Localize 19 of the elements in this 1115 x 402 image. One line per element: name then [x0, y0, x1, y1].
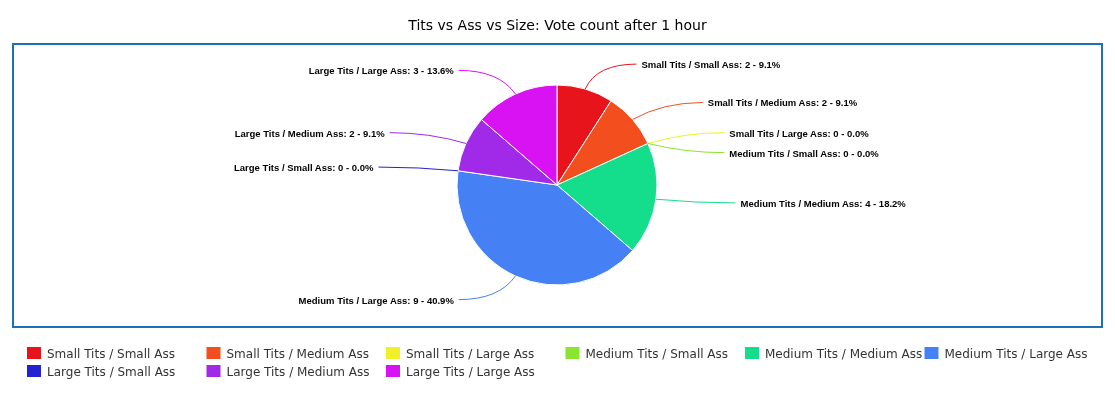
legend-label: Medium Tits / Small Ass — [585, 347, 729, 361]
legend-label: Medium Tits / Medium Ass — [765, 347, 923, 361]
text: Large Tits / Small Ass: 0 - 0.0% — [234, 162, 374, 174]
data-label: Large Tits / Large Ass: 3 - 13.6% — [308, 65, 455, 77]
legend-label: Small Tits / Small Ass — [47, 347, 175, 361]
legend-label: Medium Tits / Large Ass — [944, 347, 1088, 361]
legend-label: Small Tits / Large Ass — [406, 347, 535, 361]
legend-label: Large Tits / Large Ass — [406, 365, 535, 379]
text: Small Tits / Large Ass: 0 - 0.0% — [729, 127, 869, 139]
data-label: Small Tits / Small Ass: 2 - 9.1% — [641, 59, 781, 71]
chart-title: Tits vs Ass vs Size: Vote count after 1 hour — [407, 17, 707, 33]
data-label: Large Tits / Medium Ass: 2 - 9.1% — [234, 127, 386, 139]
data-label: Medium Tits / Medium Ass: 4 - 18.2% — [740, 197, 907, 209]
legend-label: Small Tits / Medium Ass — [226, 347, 370, 361]
text: Medium Tits / Small Ass: 0 - 0.0% — [729, 147, 879, 159]
data-label: Small Tits / Medium Ass: 2 - 9.1% — [707, 97, 858, 109]
data-label: Medium Tits / Large Ass: 9 - 40.9% — [298, 294, 455, 306]
legend-label: Large Tits / Small Ass — [47, 365, 176, 379]
legend-label: Large Tits / Medium Ass — [226, 365, 370, 379]
